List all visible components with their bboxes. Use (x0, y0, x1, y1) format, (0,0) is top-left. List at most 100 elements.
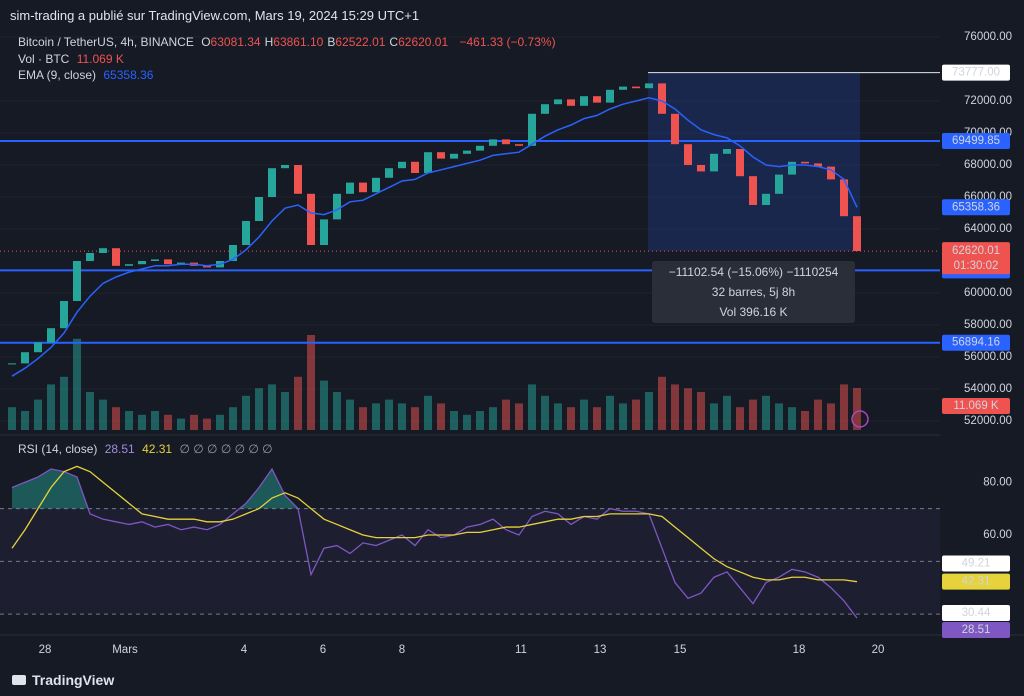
volume-bar (801, 411, 809, 430)
candle (840, 179, 848, 217)
x-tick-label: 8 (399, 644, 405, 656)
measure-tooltip: −11102.54 (−15.06%) −1110254 32 barres, … (652, 261, 855, 323)
x-tick-label: Mars (112, 644, 138, 656)
candle (528, 113, 536, 146)
legend-ema: EMA (9, close) 65358.36 (18, 68, 157, 82)
volume-bar (515, 403, 523, 430)
last-price-label: 62620.01 (952, 245, 1000, 257)
candle (697, 165, 705, 172)
volume-bar (229, 407, 237, 430)
rsi-band (0, 508, 940, 615)
level-badge (942, 133, 1010, 150)
footer-brand: TradingView (12, 672, 118, 688)
volume-bar (8, 407, 16, 430)
candle (450, 153, 458, 159)
y-tick-label: 60000.00 (964, 287, 1012, 299)
volume-bar (645, 392, 653, 430)
volume-bar (294, 376, 302, 430)
ema-label: EMA (9, close) (18, 68, 97, 82)
candle (47, 328, 55, 343)
publisher: sim-trading a publié sur TradingView.com… (10, 8, 420, 23)
volume-bar (658, 376, 666, 430)
candle (372, 177, 380, 193)
rsi-badge (942, 555, 1010, 572)
volume-bar (775, 403, 783, 430)
volume-bar (34, 399, 42, 430)
change: −461.33 (−0.73%) (459, 35, 556, 49)
measure-line: Vol 396.16 K (719, 305, 788, 319)
volume-bar (47, 384, 55, 430)
candle (567, 99, 575, 106)
volume-bar (242, 395, 250, 430)
legend-rsi: RSI (14, close) 28.51 42.31 ∅ ∅ ∅ ∅ ∅ ∅ … (18, 442, 277, 456)
rsi-tick-label: 60.00 (983, 529, 1012, 541)
x-tick-label: 13 (594, 644, 607, 656)
volume-bar (125, 411, 133, 430)
rsi-value: 28.51 (104, 442, 135, 456)
brand: TradingView (32, 672, 115, 688)
candle (99, 248, 107, 253)
candle (125, 264, 133, 266)
volume-bar (541, 395, 549, 430)
y-tick-label: 68000.00 (964, 159, 1012, 171)
rsi-ma-line (11, 465, 858, 583)
volume-bar (86, 392, 94, 430)
y-tick-label: 58000.00 (964, 319, 1012, 331)
volume-bar (99, 399, 107, 430)
measure-line: −11102.54 (−15.06%) −1110254 (668, 265, 839, 279)
volume-bar (762, 395, 770, 430)
volume-bar (450, 411, 458, 430)
y-tick-label: 54000.00 (964, 383, 1012, 395)
candle (775, 174, 783, 194)
x-tick-label: 18 (793, 644, 806, 656)
ema-value: 65358.36 (103, 68, 154, 82)
rsi-badge (942, 605, 1010, 622)
volume-bar (320, 380, 328, 430)
legend-main: Bitcoin / TetherUS, 4h, BINANCE O63081.3… (18, 35, 560, 49)
level-badge-label: 56894.16 (952, 337, 1000, 349)
candle (177, 262, 185, 265)
x-tick-label: 6 (320, 644, 326, 656)
candle (463, 150, 471, 154)
candle (489, 139, 497, 146)
candle (320, 219, 328, 245)
x-tick-label: 11 (515, 644, 527, 656)
candle (21, 352, 29, 364)
volume-bar (255, 388, 263, 430)
ohlc-value: 63081.34 (210, 35, 261, 49)
rsi-ma-value: 42.31 (142, 442, 173, 456)
candle (658, 83, 666, 114)
candle (151, 259, 159, 261)
measure-box (648, 72, 860, 252)
volume-bar (346, 399, 354, 430)
volume-bar (554, 403, 562, 430)
volume-badge-label: 11.069 K (953, 400, 999, 412)
candle (606, 89, 614, 103)
candle (645, 83, 653, 89)
volume-bar (73, 338, 81, 430)
volume-bar (281, 392, 289, 430)
candle (541, 104, 549, 114)
volume-value: 11.069 K (76, 52, 124, 66)
candle (853, 216, 861, 252)
candle (34, 342, 42, 353)
volume-bar (489, 407, 497, 430)
candle (554, 99, 562, 105)
ohlc-value: 63861.10 (273, 35, 324, 49)
ema-line (11, 97, 858, 377)
y-tick-label: 52000.00 (964, 415, 1012, 427)
volume-bar (177, 418, 185, 430)
rsi-badge (942, 622, 1010, 639)
candle (73, 261, 81, 301)
candle (307, 193, 315, 245)
candle (281, 165, 289, 169)
volume-bar (190, 414, 198, 430)
volume-bar (268, 384, 276, 430)
volume-bar (684, 388, 692, 430)
volume-bar (216, 414, 224, 430)
candle (294, 165, 302, 194)
volume-bar (463, 414, 471, 430)
candle (242, 221, 250, 245)
